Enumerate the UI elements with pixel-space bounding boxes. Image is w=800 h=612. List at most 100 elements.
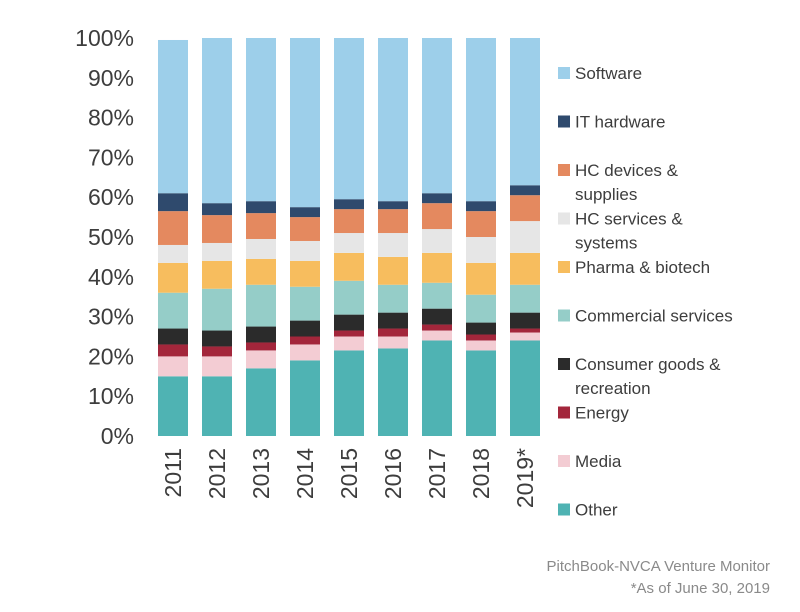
bar-segment [378, 336, 408, 349]
bar-segment [510, 185, 540, 196]
legend-label: Consumer goods & [575, 355, 721, 374]
source-line: PitchBook-NVCA Venture Monitor [546, 558, 770, 575]
bar-segment [202, 376, 232, 436]
bar-segment [466, 201, 496, 212]
y-axis: 0% 10% 20% 30% 40% 50% 60% 70% 80% 90% 100% [75, 25, 134, 449]
y-tick-label: 30% [88, 304, 134, 330]
bar-segment [334, 199, 364, 210]
y-tick-label: 20% [88, 343, 134, 369]
bar-stack [290, 38, 320, 436]
bar-segment [334, 336, 364, 351]
bar-segment [290, 207, 320, 218]
source-note: PitchBook-NVCA Venture Monitor *As of Ju… [547, 556, 770, 600]
x-tick-label: 2012 [204, 448, 230, 499]
x-tick-label: 2014 [292, 448, 318, 499]
bar-segment [378, 312, 408, 329]
y-tick-label: 0% [101, 423, 134, 449]
legend-swatch [558, 212, 570, 225]
bar-segment [290, 360, 320, 436]
x-tick-label: 2017 [424, 448, 450, 499]
bar-stack [202, 38, 232, 436]
bar-segment [158, 262, 188, 293]
bar-segment [158, 39, 188, 194]
bar-segment [510, 328, 540, 333]
y-tick-label: 80% [88, 105, 134, 131]
bar-segment [422, 252, 452, 283]
bar-segment [334, 330, 364, 337]
bar-segment [246, 350, 276, 369]
bar-segment [246, 284, 276, 327]
bar-segment [466, 294, 496, 323]
legend-label: recreation [575, 379, 651, 398]
y-tick-label: 70% [88, 144, 134, 170]
y-tick-label: 50% [88, 224, 134, 250]
bar-segment [334, 314, 364, 331]
bar-segment [158, 376, 188, 436]
x-tick-label: 2011 [160, 448, 186, 497]
x-tick-label: 2015 [336, 448, 362, 499]
legend-item: Consumer goods & recreation [558, 355, 721, 398]
bar-segment [378, 256, 408, 285]
bar-stack [466, 38, 496, 436]
bar-segment [466, 262, 496, 295]
legend-item: Pharma & biotech [558, 258, 710, 277]
legend-item: Other [558, 501, 618, 520]
bar-segment [422, 193, 452, 204]
bar-segment [246, 38, 276, 202]
bar-segment [510, 38, 540, 186]
bar-segment [466, 237, 496, 263]
bar-segment [378, 328, 408, 337]
bar-segment [290, 38, 320, 208]
bar-segment [422, 340, 452, 436]
legend-item: HC devices & supplies [558, 161, 679, 204]
bar-segment [202, 260, 232, 289]
y-tick-label: 100% [75, 25, 134, 51]
bar-segment [510, 284, 540, 313]
y-tick-label: 10% [88, 383, 134, 409]
bar-segment [158, 328, 188, 345]
bar-segment [378, 348, 408, 436]
legend-item: IT hardware [558, 113, 665, 132]
legend-swatch [558, 67, 570, 79]
legend-label: HC devices & [575, 161, 679, 180]
legend-swatch [558, 358, 570, 370]
bar-segment [246, 326, 276, 343]
bar-segment [202, 346, 232, 357]
bar-segment [510, 252, 540, 285]
bar-segment [334, 233, 364, 253]
legend-swatch [558, 455, 570, 467]
y-tick-label: 90% [88, 65, 134, 91]
bar-segment [202, 330, 232, 347]
bar-segment [246, 213, 276, 239]
legend-item: HC services & systems [558, 210, 683, 253]
legend-swatch [558, 406, 570, 419]
bar-segment [378, 233, 408, 257]
bar-segment [466, 211, 496, 237]
bar-segment [422, 38, 452, 194]
x-tick-label: 2019* [512, 448, 538, 508]
bar-segment [158, 211, 188, 245]
bar-segment [378, 284, 408, 313]
bar-segment [246, 201, 276, 214]
bar-segment [158, 292, 188, 329]
x-tick-label: 2013 [248, 448, 274, 499]
bar-segment [158, 356, 188, 377]
legend-label: HC services & [575, 210, 683, 229]
bar-segment [158, 344, 188, 357]
bar-segment [202, 356, 232, 377]
bar-segment [290, 336, 320, 345]
bar-segment [202, 242, 232, 261]
legend-swatch [558, 261, 570, 273]
bar-segment [466, 340, 496, 351]
bar-segment [422, 282, 452, 309]
bar-stack [334, 38, 364, 436]
bar-segment [378, 209, 408, 234]
bar-segment [158, 244, 188, 263]
bar-segment [290, 217, 320, 241]
legend-swatch [558, 503, 570, 516]
bar-stack [158, 39, 188, 436]
bar-segment [290, 240, 320, 261]
bar-segment [422, 229, 452, 253]
